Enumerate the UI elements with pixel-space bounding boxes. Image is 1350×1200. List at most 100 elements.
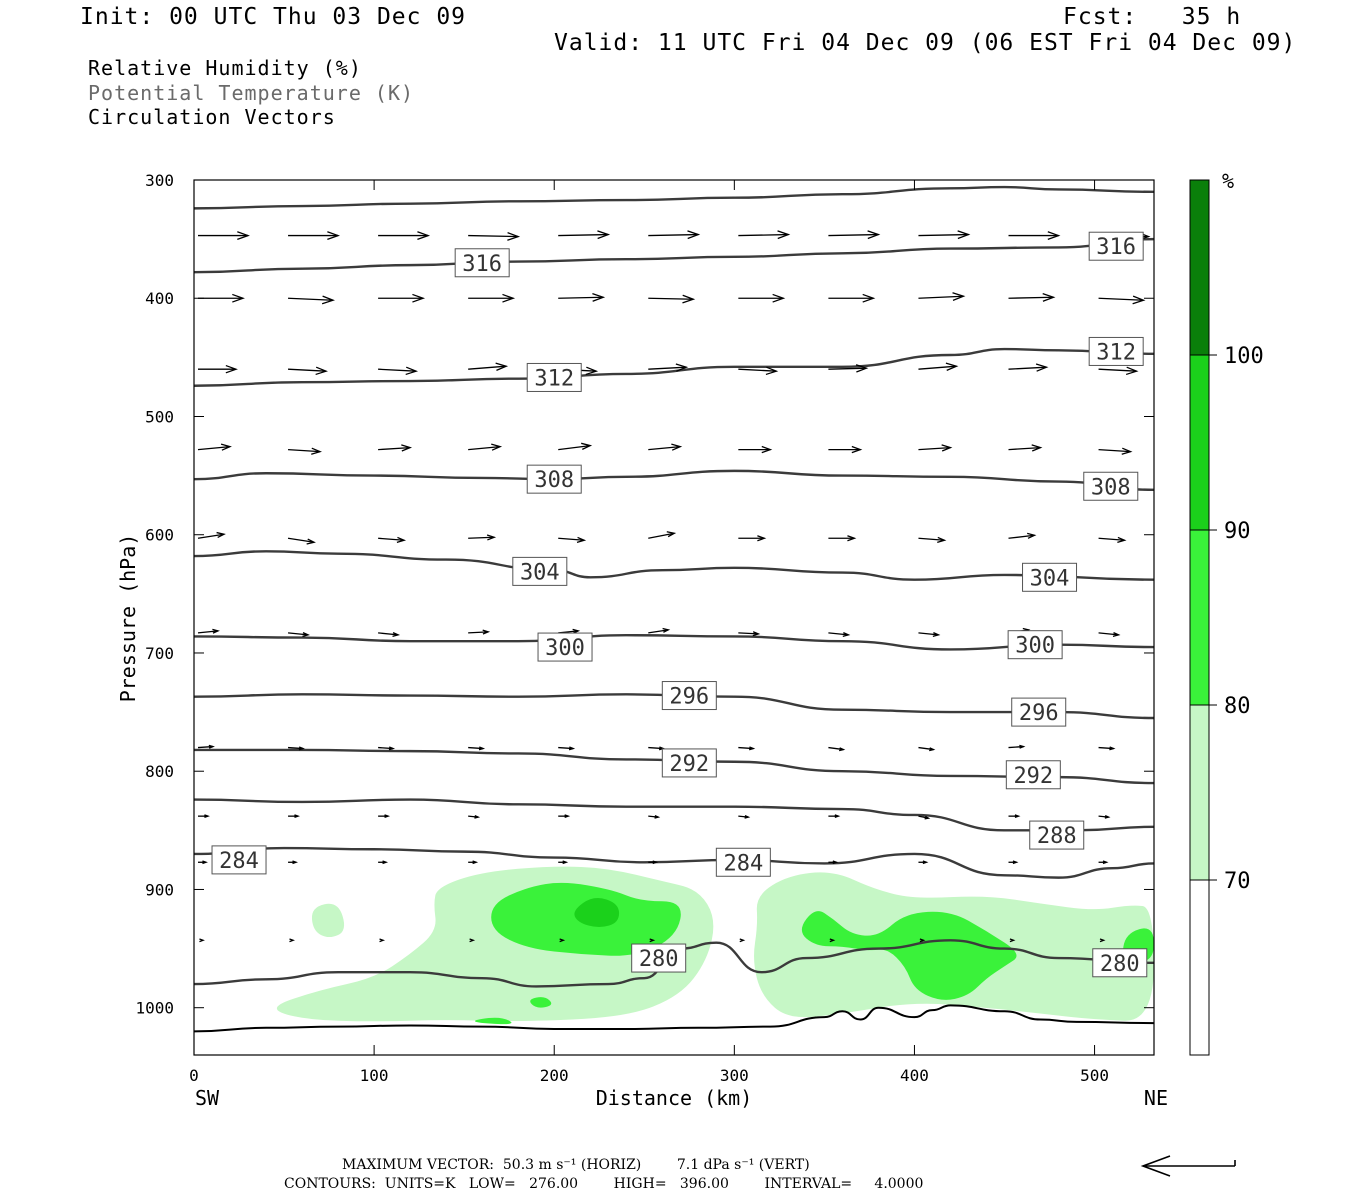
circulation-vector xyxy=(1008,363,1049,372)
field-theta-title: Potential Temperature (K) xyxy=(88,81,415,105)
circulation-vector xyxy=(739,938,746,943)
circulation-vector xyxy=(198,860,208,865)
contour-label-box xyxy=(537,632,593,662)
circulation-vector xyxy=(558,230,611,240)
circulation-vector xyxy=(919,938,926,943)
x-tick-label: 500 xyxy=(1080,1066,1109,1085)
circulation-vector xyxy=(288,814,300,819)
circulation-vector xyxy=(197,443,232,451)
max-vector-note: MAXIMUM VECTOR: 50.3 m s⁻¹ (HORIZ) 7.1 d… xyxy=(342,1157,810,1173)
circulation-vector xyxy=(287,537,316,545)
circulation-vector xyxy=(648,363,689,372)
circulation-vector xyxy=(648,627,671,634)
circulation-vectors xyxy=(197,230,1151,943)
circulation-vector xyxy=(468,534,497,541)
circulation-vector xyxy=(648,746,666,751)
circulation-vector xyxy=(378,536,407,543)
contour-label-box xyxy=(211,845,267,875)
contour-label: 316 xyxy=(1096,235,1136,260)
axes: 300 400 500 600 700 800 900 1000 0 100 200 300 400 50… xyxy=(116,171,1168,1110)
circulation-vector xyxy=(1008,231,1061,241)
plot-frame xyxy=(193,179,1155,1056)
contours-note: CONTOURS: UNITS=K LOW= 276.00 HIGH= 396.… xyxy=(284,1176,924,1192)
circulation-vector xyxy=(468,293,516,303)
y-tick-label: 300 xyxy=(145,171,174,190)
circulation-vector xyxy=(828,814,841,819)
contour-label: 296 xyxy=(669,685,709,710)
y-tick-label: 700 xyxy=(145,644,174,663)
contour-label-box xyxy=(526,464,582,494)
contour-label: 316 xyxy=(462,252,502,277)
contour-label-box xyxy=(715,847,771,877)
circulation-vector xyxy=(378,860,389,865)
x-tick-label: 200 xyxy=(540,1066,569,1085)
contour-label: 296 xyxy=(1019,701,1059,726)
circulation-vector xyxy=(738,366,779,376)
circulation-vector xyxy=(828,746,846,752)
contour-label: 304 xyxy=(520,560,560,585)
colorbar-segment xyxy=(1190,880,1209,1055)
contour-label: 312 xyxy=(1096,340,1136,365)
theta-contour-304 xyxy=(194,550,1154,581)
circulation-vector xyxy=(649,938,656,943)
circulation-vector xyxy=(1008,744,1026,749)
contour-label-box xyxy=(661,681,717,711)
circulation-vector xyxy=(558,814,571,819)
circulation-vector xyxy=(918,632,941,638)
circulation-vector xyxy=(198,293,245,303)
circulation-vector xyxy=(198,814,210,819)
y-axis-label: Pressure (hPa) xyxy=(116,534,140,703)
circulation-vector xyxy=(379,938,386,943)
circulation-vector xyxy=(559,938,566,943)
circulation-vector xyxy=(1009,938,1016,943)
circulation-vector xyxy=(378,746,396,751)
circulation-vector xyxy=(288,231,340,241)
circulation-vector xyxy=(648,531,677,539)
terrain xyxy=(194,1004,1154,1055)
circulation-vector xyxy=(199,938,205,943)
field-vectors-title: Circulation Vectors xyxy=(88,105,336,129)
circulation-vector xyxy=(918,536,947,543)
circulation-vector xyxy=(198,231,250,241)
x-left-label: SW xyxy=(195,1086,220,1110)
circulation-vector xyxy=(558,860,569,865)
contour-label-box xyxy=(1083,471,1139,501)
x-right-label: NE xyxy=(1144,1086,1168,1110)
y-tick-label: 800 xyxy=(145,762,174,781)
circulation-vector xyxy=(1098,536,1127,543)
circulation-vector xyxy=(1008,860,1019,865)
colorbar-segment xyxy=(1190,180,1209,355)
init-time: Init: 00 UTC Thu 03 Dec 09 xyxy=(80,4,467,30)
x-tick-label: 400 xyxy=(900,1066,929,1085)
colorbar: 70 80 90 100% xyxy=(1189,169,1264,1056)
circulation-vector xyxy=(558,536,587,543)
circulation-vector xyxy=(648,230,701,240)
contour-label-box xyxy=(661,748,717,778)
theta-contour-top xyxy=(194,185,1154,210)
contour-label: 292 xyxy=(1013,764,1053,789)
circulation-vector xyxy=(468,815,481,819)
circulation-vector xyxy=(288,447,322,455)
y-tick-label: 600 xyxy=(145,526,174,545)
circulation-vector xyxy=(1099,938,1106,943)
circulation-vector xyxy=(918,815,931,820)
circulation-vector xyxy=(198,364,238,374)
circulation-vector xyxy=(1098,815,1111,819)
theta-contour-308 xyxy=(194,469,1154,491)
contour-label-box xyxy=(526,362,582,392)
circulation-vector xyxy=(197,744,215,749)
circulation-vector xyxy=(828,293,876,303)
contour-label-box xyxy=(1029,820,1085,850)
reference-vector-arrow xyxy=(1140,1155,1236,1177)
circulation-vector xyxy=(288,366,328,376)
contour-label-box xyxy=(1005,760,1061,790)
circulation-vector xyxy=(558,292,606,302)
circulation-vector xyxy=(1098,366,1139,376)
circulation-vector xyxy=(468,629,491,635)
colorbar-label: 100 xyxy=(1224,344,1264,369)
circulation-vector xyxy=(378,231,431,241)
contour-label: 304 xyxy=(1030,566,1070,591)
theta-contour-288 xyxy=(194,798,1154,832)
rh-region-80 xyxy=(530,997,552,1008)
